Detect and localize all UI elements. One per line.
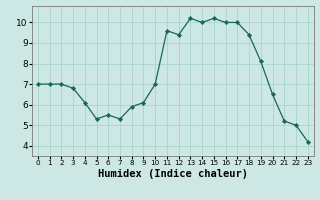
X-axis label: Humidex (Indice chaleur): Humidex (Indice chaleur)	[98, 169, 248, 179]
